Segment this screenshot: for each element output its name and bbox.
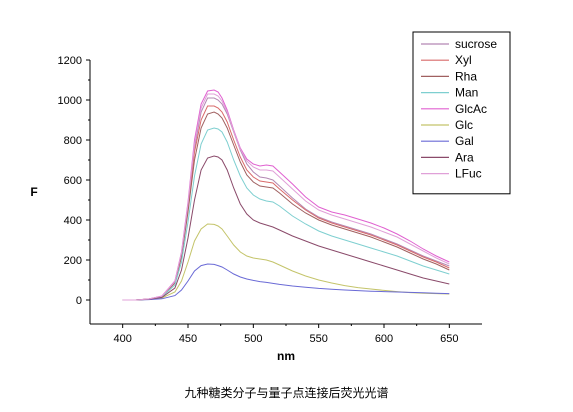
y-tick-label: 1000 — [58, 95, 82, 107]
legend-label: Ara — [455, 150, 474, 164]
series-line-man — [122, 127, 450, 301]
y-tick-label: 800 — [64, 135, 82, 147]
x-tick-label: 550 — [309, 333, 327, 345]
x-tick-label: 600 — [375, 333, 393, 345]
series-line-lfuc — [122, 93, 450, 301]
series-line-rha — [122, 111, 450, 301]
series-line-glc — [122, 223, 450, 301]
y-tick-label: 1200 — [58, 55, 82, 67]
x-tick-label: 650 — [440, 333, 458, 345]
y-tick-label: 600 — [64, 175, 82, 187]
ticks: 400 450 500 550 600 650 0 200 400 600 800 1000 1200 — [58, 55, 459, 345]
y-tick-label: 200 — [64, 255, 82, 267]
legend-box — [412, 31, 511, 195]
legend: sucrose Xyl Rha Man GlcAc Glc Gal Ara LFuc — [412, 31, 511, 195]
x-tick-label: 500 — [244, 333, 262, 345]
y-tick-label: 400 — [64, 215, 82, 227]
x-tick-label: 450 — [179, 333, 197, 345]
y-tick-label: 0 — [76, 295, 82, 307]
legend-label: Rha — [455, 69, 477, 83]
x-axis-title: nm — [277, 349, 295, 363]
y-axis-title: F — [30, 185, 37, 199]
series-line-gal — [122, 263, 450, 301]
x-tick-label: 400 — [113, 333, 131, 345]
legend-label: Xyl — [455, 53, 472, 67]
legend-label: Man — [455, 86, 478, 100]
legend-label: LFuc — [455, 167, 482, 181]
legend-label: Gal — [455, 134, 474, 148]
series-line-ara — [122, 155, 450, 301]
legend-label: Glc — [455, 118, 473, 132]
series-lines — [122, 89, 450, 301]
figure-caption: 九种糖类分子与量子点连接后荧光光谱 — [184, 386, 389, 400]
legend-label: sucrose — [455, 37, 497, 51]
legend-label: GlcAc — [455, 102, 487, 116]
